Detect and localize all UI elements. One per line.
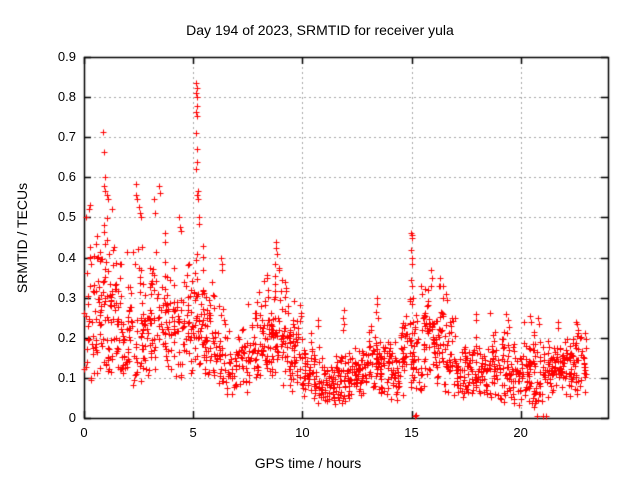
y-tick-label: 0.8 (57, 89, 76, 105)
y-tick-label: 0.4 (57, 249, 76, 265)
y-tick-label: 0.1 (57, 369, 76, 385)
y-tick-label: 0.2 (57, 329, 76, 345)
x-tick-label: 20 (513, 425, 528, 440)
x-tick-label: 0 (80, 425, 88, 440)
chart-title: Day 194 of 2023, SRMTID for receiver yul… (186, 22, 454, 38)
y-tick-label: 0.3 (57, 289, 76, 305)
y-tick-label: 0.6 (57, 169, 76, 185)
y-tick-label: 0 (68, 410, 76, 425)
y-tick-label: 0.5 (57, 209, 76, 225)
x-tick-label: 5 (189, 425, 197, 440)
x-axis-label: GPS time / hours (254, 455, 362, 471)
x-tick-label: 15 (404, 425, 419, 440)
y-axis-label: SRMTID / TECUs (14, 182, 30, 294)
y-tick-label: 0.7 (57, 129, 76, 145)
y-tick-label: 0.9 (57, 49, 76, 64)
x-tick-label: 10 (295, 425, 310, 440)
